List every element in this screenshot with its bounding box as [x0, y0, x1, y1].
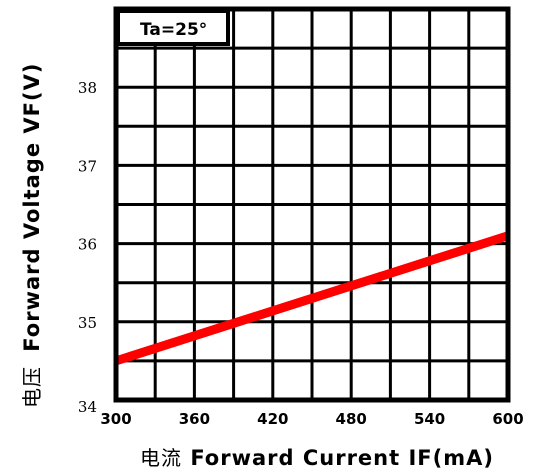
y-tick-label: 35: [78, 314, 97, 332]
x-tick-label: 300: [100, 410, 131, 428]
y-axis-title: 电压 Forward Voltage VF(V): [20, 63, 44, 408]
grid: [116, 9, 508, 400]
x-axis-title-cn: 电流: [140, 446, 182, 470]
x-tick-label: 540: [414, 410, 445, 428]
y-axis-title-en: Forward Voltage VF(V): [20, 63, 44, 352]
y-tick-label: 36: [78, 236, 97, 254]
series-line: [114, 231, 510, 366]
y-tick-label: 34: [78, 398, 97, 416]
condition-label: Ta=25°: [140, 20, 207, 40]
x-tick-label: 480: [336, 410, 367, 428]
plot-border: [113, 6, 511, 403]
condition-label-box: Ta=25°: [116, 9, 230, 46]
y-tick-label: 37: [78, 157, 97, 175]
x-tick-label: 600: [492, 410, 523, 428]
y-tick-label: 38: [78, 79, 97, 97]
x-tick-labels: 300 360 420 480 540 600: [100, 410, 523, 428]
condition-label-bg: [116, 9, 230, 46]
x-axis-title: 电流 Forward Current IF(mA): [140, 446, 494, 470]
y-axis-title-cn: 电压: [20, 366, 44, 408]
series-layer: [114, 231, 510, 366]
x-tick-label: 360: [179, 410, 210, 428]
y-tick-labels: 34 35 36 37 38: [78, 79, 97, 416]
x-axis-title-en: Forward Current IF(mA): [190, 446, 494, 470]
x-tick-label: 420: [257, 410, 288, 428]
plot-frame: [113, 6, 511, 403]
